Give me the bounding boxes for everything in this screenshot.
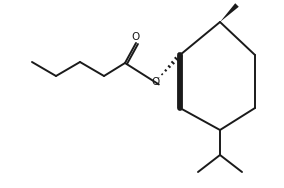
Text: O: O bbox=[151, 77, 159, 87]
Text: O: O bbox=[132, 32, 140, 42]
Polygon shape bbox=[220, 3, 239, 22]
